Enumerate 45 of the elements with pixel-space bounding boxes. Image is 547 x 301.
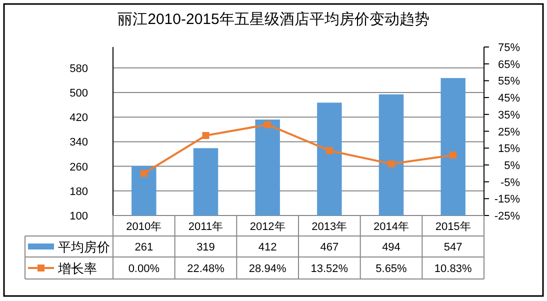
y2-tick-label: 75%: [498, 42, 520, 54]
data-label: 412: [258, 242, 277, 254]
x-tick-label: 2010年: [126, 221, 162, 233]
y2-tick-label: 45%: [498, 92, 520, 105]
y-tick-label: 500: [70, 88, 88, 100]
x-tick-label: 2015年: [435, 221, 471, 233]
point: [202, 132, 210, 139]
y2-tick-label: -5%: [500, 176, 520, 189]
data-label: 28.94%: [248, 263, 286, 275]
data-label: 13.52%: [310, 263, 348, 275]
title: 丽江2010-2015年五星级酒店平均房价变动趋势: [118, 11, 430, 28]
y-tick-label: 340: [70, 136, 88, 149]
data-label: 5.65%: [376, 263, 408, 275]
x-tick-label: 2011年: [188, 221, 224, 233]
y2-tick-label: 65%: [498, 58, 520, 71]
point: [140, 170, 148, 177]
y-tick-label: 180: [70, 186, 88, 198]
legend-label: 增长率: [57, 261, 97, 276]
y2-tick-label: 35%: [498, 109, 520, 122]
y-tick-label: 420: [70, 112, 88, 124]
x-tick-label: 2012年: [250, 221, 286, 233]
data-label: 467: [320, 242, 339, 254]
y2-tick-label: 55%: [498, 76, 520, 88]
data-label: 10.83%: [434, 263, 472, 275]
point: [326, 147, 333, 154]
x-tick-label: 2013年: [312, 221, 348, 233]
point: [388, 160, 395, 168]
point: [450, 152, 457, 159]
x-tick-label: 2014年: [374, 221, 409, 233]
y-tick-label: 100: [70, 210, 88, 222]
data-label: 0.00%: [128, 263, 160, 275]
y-tick-label: 260: [70, 161, 88, 174]
data-label: 494: [382, 242, 400, 254]
y-tick-label: 580: [70, 62, 88, 75]
data-label: 547: [444, 242, 462, 254]
data-label: 22.48%: [187, 263, 225, 275]
data-label: 261: [134, 242, 154, 254]
y2-tick-label: 15%: [498, 143, 520, 156]
point: [264, 121, 272, 128]
y2-tick-label: 25%: [498, 126, 520, 138]
legend-label: 平均房价: [58, 240, 110, 254]
data-label: 319: [196, 242, 215, 254]
y2-tick-label: -15%: [494, 194, 520, 206]
y2-tick-label: -25%: [494, 210, 520, 222]
y2-tick-label: 5%: [504, 160, 520, 172]
